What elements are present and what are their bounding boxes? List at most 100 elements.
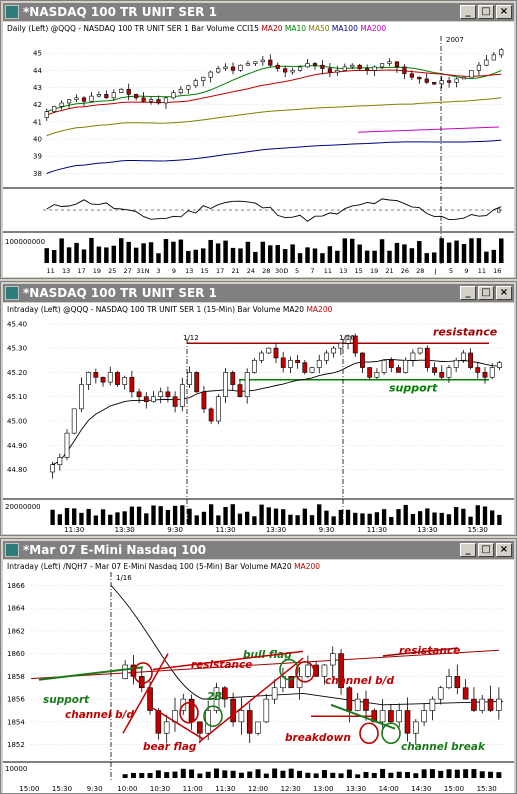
volume-bar bbox=[403, 504, 408, 525]
minimize-button[interactable]: _ bbox=[460, 286, 476, 300]
volume-bar bbox=[259, 504, 264, 525]
candle-body bbox=[381, 359, 387, 373]
volume-bar bbox=[158, 506, 163, 525]
candle-body bbox=[447, 80, 452, 83]
ma100-line bbox=[46, 139, 502, 174]
volume-bar bbox=[130, 772, 136, 778]
volume-bar bbox=[475, 505, 480, 525]
candle-body bbox=[346, 687, 353, 711]
emini-titlebar[interactable]: *Mar 07 E-Mini Nasdaq 100 _ □ × bbox=[3, 541, 514, 559]
volume-bar bbox=[238, 772, 244, 778]
y-tick-label: 1862 bbox=[7, 627, 25, 635]
x-tick-label: 15:00 bbox=[444, 785, 464, 793]
maximize-button[interactable]: □ bbox=[478, 5, 494, 19]
maximize-button[interactable]: □ bbox=[478, 286, 494, 300]
window-system-icon[interactable] bbox=[5, 286, 19, 300]
volume-bar bbox=[388, 772, 394, 778]
volume-bar bbox=[155, 770, 161, 778]
volume-bar bbox=[247, 771, 253, 778]
volume-bar bbox=[387, 250, 392, 263]
volume-bar bbox=[180, 505, 185, 525]
volume-bar bbox=[93, 515, 99, 525]
volume-bar bbox=[201, 511, 207, 525]
emini-gridlines bbox=[31, 585, 503, 745]
minimize-button[interactable]: _ bbox=[460, 543, 476, 557]
window-system-icon[interactable] bbox=[5, 5, 19, 19]
x-tick-label: 13:00 bbox=[313, 785, 333, 793]
volume-bar bbox=[413, 773, 419, 778]
daily-x-axis: 11 13 17 19 25 27 31N 3 9 13 15 17 21 24 28 30D 5 7 11 13 15… bbox=[47, 267, 502, 275]
x-tick-label: 13 bbox=[339, 267, 347, 275]
daily-chart-titlebar[interactable]: *NASDAQ 100 TR UNIT SER 1 _ □ × bbox=[3, 3, 514, 21]
volume-bar bbox=[402, 244, 407, 263]
x-tick-label: 21 bbox=[385, 267, 393, 275]
volume-bar bbox=[327, 246, 333, 263]
emini-chart[interactable]: Intraday (Left) /NQH7 - Mar 07 E-Mini Na… bbox=[3, 560, 514, 793]
volume-bar bbox=[81, 249, 87, 263]
x-tick-label: 28 bbox=[262, 267, 270, 275]
volume-bar bbox=[74, 242, 79, 263]
volume-bar bbox=[115, 512, 120, 525]
rising-channel-line bbox=[198, 657, 304, 743]
volume-bar bbox=[439, 238, 444, 263]
window-system-icon[interactable] bbox=[5, 543, 19, 557]
candle-body bbox=[238, 64, 243, 71]
volume-bar bbox=[355, 774, 361, 778]
candle-body bbox=[489, 367, 495, 378]
intraday-qqq-legend: Intraday (Left) @QQQ - NASDAQ 100 TR UNI… bbox=[7, 305, 333, 314]
candle-body bbox=[482, 372, 488, 378]
volume-bar bbox=[64, 507, 70, 525]
volume-bar bbox=[454, 240, 459, 263]
y-tick-label: 44.90 bbox=[7, 442, 27, 450]
candle-body bbox=[273, 347, 279, 359]
candle-body bbox=[446, 676, 452, 689]
volume-bar bbox=[425, 508, 430, 525]
cci-oscillator bbox=[43, 198, 505, 222]
x-tick-label: 15 bbox=[201, 267, 209, 275]
x-tick-label: 10:30 bbox=[150, 785, 170, 793]
candle-body bbox=[50, 464, 56, 473]
volume-bar bbox=[363, 771, 369, 778]
y-tick-label: 1866 bbox=[7, 582, 25, 590]
close-button[interactable]: × bbox=[496, 543, 512, 557]
x-tick-label: 13 bbox=[62, 267, 70, 275]
candle-body bbox=[324, 352, 329, 361]
minimize-button[interactable]: _ bbox=[460, 5, 476, 19]
volume-bar bbox=[119, 238, 124, 263]
volume-bar bbox=[189, 769, 195, 778]
close-button[interactable]: × bbox=[496, 286, 512, 300]
volume-bar bbox=[263, 773, 269, 778]
intraday-qqq-chart[interactable]: Intraday (Left) @QQQ - NASDAQ 100 TR UNI… bbox=[3, 303, 514, 534]
x-tick-label: 5 bbox=[295, 267, 299, 275]
volume-bar bbox=[216, 515, 221, 525]
volume-bar bbox=[438, 770, 444, 778]
candle-body bbox=[476, 64, 482, 71]
candle-body bbox=[263, 698, 270, 723]
intraday-qqq-titlebar[interactable]: *NASDAQ 100 TR UNIT SER 1 _ □ × bbox=[3, 284, 514, 302]
candle-body bbox=[439, 372, 445, 378]
candle-body bbox=[309, 367, 315, 373]
candle-body bbox=[283, 68, 288, 73]
volume-bar bbox=[379, 239, 385, 263]
y-tick-label: 44 bbox=[33, 67, 42, 75]
volume-bar bbox=[439, 512, 444, 525]
volume-bar bbox=[178, 239, 184, 263]
volume-bar bbox=[394, 242, 400, 263]
intraday-qqq-x-axis: 11:30 13:30 9:30 11:30 13:30 9:30 11:30 13:30 15… bbox=[64, 526, 488, 534]
y-tick-label: 45.20 bbox=[7, 369, 27, 377]
volume-bar bbox=[374, 512, 380, 525]
candle-body bbox=[147, 687, 153, 711]
x-tick-label: 21 bbox=[231, 267, 239, 275]
candle-body bbox=[126, 88, 131, 95]
candle-body bbox=[93, 372, 99, 378]
daily-chart[interactable]: Daily (Left) @QQQ - NASDAQ 100 TR UNIT S… bbox=[3, 22, 514, 277]
x-tick-label: J bbox=[434, 267, 437, 275]
close-button[interactable]: × bbox=[496, 5, 512, 19]
y-tick-label: 40 bbox=[33, 136, 42, 144]
y-tick-label: 41 bbox=[33, 118, 42, 126]
emini-moving-averages bbox=[30, 585, 504, 706]
maximize-button[interactable]: □ bbox=[478, 543, 494, 557]
candle-body bbox=[251, 359, 257, 373]
volume-bar bbox=[317, 504, 322, 525]
